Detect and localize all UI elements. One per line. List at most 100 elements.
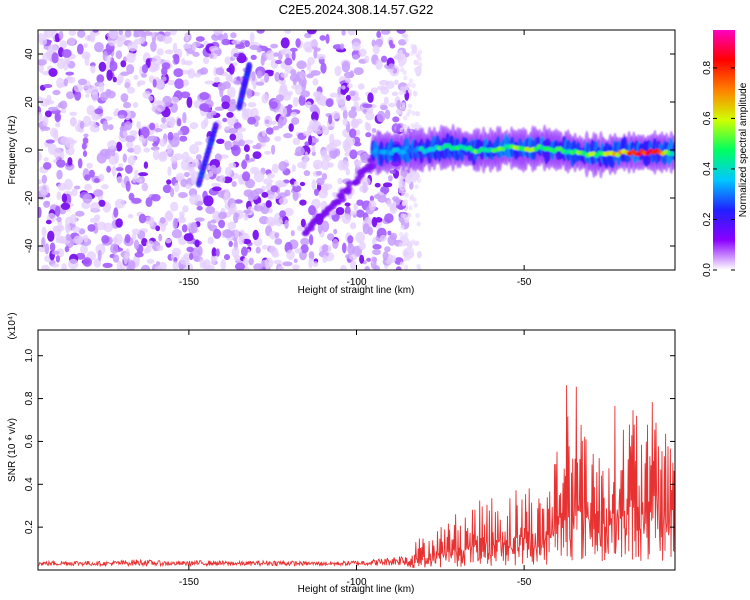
heatmap-cell bbox=[267, 194, 275, 201]
heatmap-cell bbox=[403, 75, 408, 81]
heatmap-cell bbox=[139, 36, 146, 43]
heatmap-cell bbox=[380, 185, 390, 195]
snr-scale-label: (x10⁴) bbox=[7, 312, 18, 339]
heatmap-cell bbox=[88, 120, 97, 127]
heatmap-cell bbox=[280, 49, 286, 55]
heatmap-cell bbox=[124, 164, 133, 174]
heatmap-cell bbox=[372, 244, 382, 250]
heatmap-cell bbox=[241, 106, 246, 112]
heatmap-cell bbox=[165, 116, 176, 127]
heatmap-cell bbox=[316, 177, 325, 186]
heatmap-cell bbox=[275, 180, 286, 188]
heatmap-cell bbox=[122, 153, 128, 163]
heatmap-cell bbox=[143, 147, 150, 153]
heatmap-cell bbox=[329, 148, 338, 159]
heatmap-cell bbox=[155, 34, 166, 42]
heatmap-cell bbox=[308, 119, 319, 131]
heatmap-cell bbox=[290, 111, 298, 117]
heatmap-cell bbox=[194, 217, 205, 222]
heatmap-cell bbox=[296, 60, 307, 70]
heatmap-cell bbox=[133, 239, 140, 250]
heatmap-cell bbox=[203, 195, 214, 207]
heatmap-cell bbox=[118, 163, 124, 169]
colorbar-ticks: 0.0 0.2 0.4 0.6 0.8 bbox=[702, 61, 735, 277]
heatmap-cell bbox=[97, 249, 102, 262]
heatmap-cell bbox=[205, 206, 216, 215]
heatmap-cell bbox=[361, 177, 371, 187]
heatmap-cell bbox=[376, 30, 382, 38]
heatmap-cell bbox=[182, 112, 187, 124]
heatmap-cell bbox=[216, 138, 225, 144]
heatmap-cell bbox=[237, 127, 247, 132]
heatmap-cell bbox=[114, 233, 123, 245]
snr-y-ticks: 0.2 0.4 0.6 0.8 1.0 bbox=[24, 348, 675, 534]
heatmap-cell bbox=[136, 81, 141, 88]
heatmap-cell bbox=[288, 123, 294, 132]
y-tick-label: 20 bbox=[24, 96, 35, 108]
heatmap-cell bbox=[362, 103, 373, 109]
heatmap-cell bbox=[384, 109, 391, 120]
spectrogram-x-axis-label: Height of straight line (km) bbox=[298, 285, 415, 296]
heatmap-cell bbox=[115, 218, 123, 228]
heatmap-cell bbox=[98, 82, 105, 93]
heatmap-cell bbox=[253, 171, 265, 183]
heatmap-cell bbox=[200, 67, 209, 75]
heatmap-cell bbox=[180, 256, 190, 266]
heatmap-cell bbox=[284, 57, 293, 66]
heatmap-cell bbox=[38, 179, 43, 185]
heatmap-cell bbox=[229, 202, 237, 215]
snr-x-axis-label: Height of straight line (km) bbox=[298, 584, 415, 595]
heatmap-cell bbox=[148, 95, 154, 102]
heatmap-cell bbox=[178, 264, 184, 270]
heatmap-cell bbox=[89, 32, 96, 43]
heatmap-cell bbox=[411, 110, 416, 116]
heatmap-cell bbox=[294, 248, 303, 254]
heatmap-cell bbox=[399, 175, 404, 181]
heatmap-cell bbox=[372, 237, 377, 246]
heatmap-cell bbox=[124, 234, 131, 244]
heatmap-cell bbox=[53, 147, 62, 160]
heatmap-cell bbox=[349, 90, 356, 97]
colorbar-tick-label: 0.8 bbox=[702, 61, 713, 75]
heatmap-cell bbox=[167, 166, 172, 177]
heatmap-cell bbox=[191, 159, 200, 168]
heatmap-cell bbox=[324, 155, 332, 162]
heatmap-cell bbox=[90, 65, 96, 74]
heatmap-cell bbox=[401, 33, 408, 38]
heatmap-cell bbox=[45, 139, 55, 144]
heatmap-cell bbox=[181, 58, 186, 66]
heatmap-cell bbox=[38, 151, 42, 162]
heatmap-cell bbox=[404, 37, 409, 43]
heatmap-cell bbox=[379, 79, 389, 86]
heatmap-cell bbox=[402, 115, 408, 121]
heatmap-cell bbox=[413, 202, 418, 208]
heatmap-cell bbox=[228, 240, 233, 247]
x-tick-label: -50 bbox=[517, 277, 532, 288]
heatmap-cell bbox=[120, 71, 130, 77]
heatmap-cell bbox=[404, 232, 409, 238]
heatmap-cell bbox=[170, 96, 180, 104]
heatmap-cell bbox=[186, 96, 193, 109]
heatmap-cell bbox=[83, 133, 89, 138]
heatmap-cell bbox=[221, 38, 231, 46]
heatmap-cell bbox=[231, 181, 237, 187]
heatmap-cell bbox=[43, 200, 51, 208]
heatmap-cell bbox=[73, 185, 81, 190]
heatmap-cell bbox=[143, 31, 153, 36]
heatmap-cell bbox=[388, 63, 395, 70]
heatmap-cell bbox=[277, 118, 284, 129]
heatmap-cell bbox=[74, 90, 82, 101]
heatmap-cell bbox=[401, 201, 406, 207]
heatmap-cell bbox=[209, 164, 217, 173]
y-tick-label: -40 bbox=[24, 238, 35, 253]
heatmap-cell bbox=[82, 257, 93, 267]
heatmap-cell bbox=[162, 184, 172, 194]
heatmap-cell bbox=[185, 183, 192, 190]
heatmap-cell bbox=[315, 170, 323, 176]
heatmap-cell bbox=[349, 149, 358, 160]
heatmap-cell bbox=[321, 173, 328, 181]
heatmap-cell bbox=[411, 178, 417, 183]
heatmap-cell bbox=[341, 30, 346, 36]
heatmap-cell bbox=[206, 165, 211, 171]
heatmap-cell bbox=[293, 258, 298, 264]
